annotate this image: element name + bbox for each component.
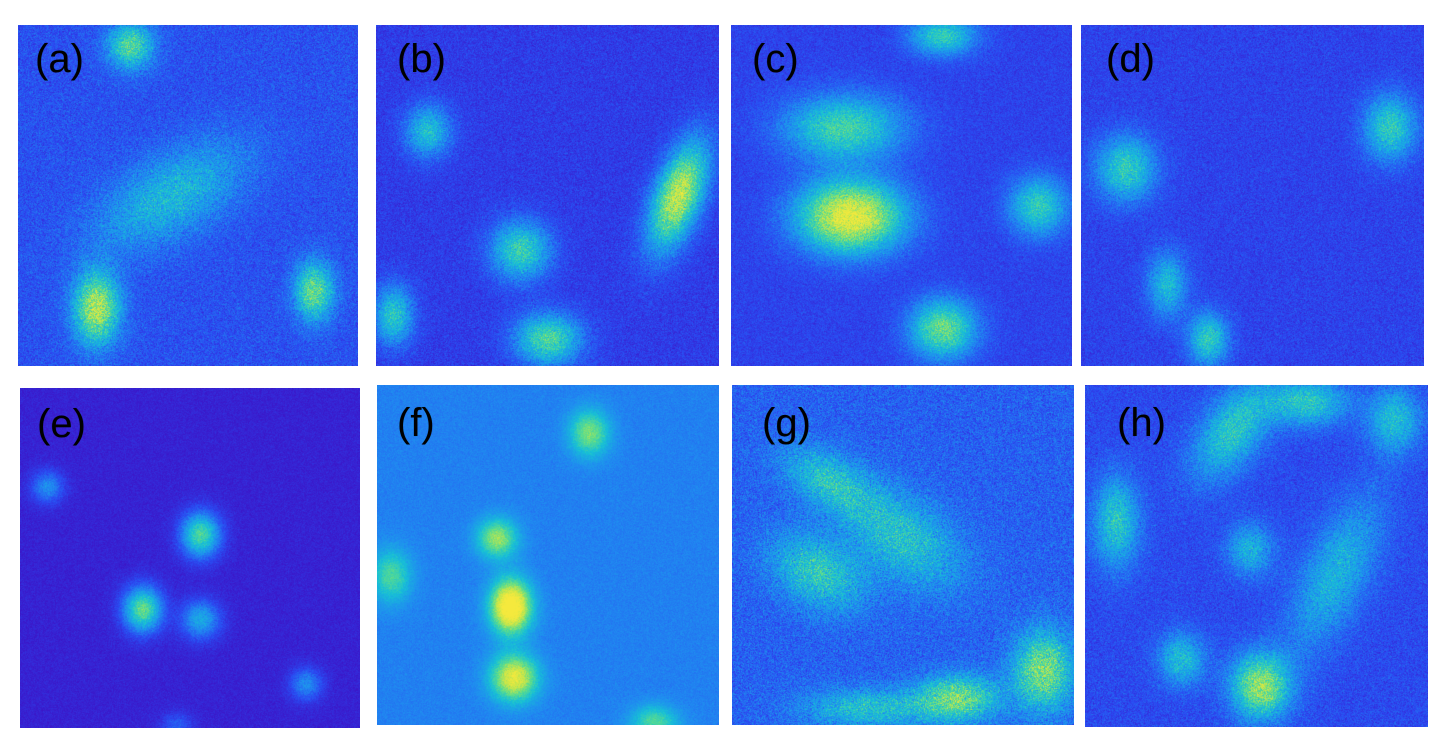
panel-d-image bbox=[1081, 25, 1424, 366]
panel-e-label: (e) bbox=[37, 402, 86, 446]
panel-c-image bbox=[731, 25, 1072, 366]
panel-h-image bbox=[1085, 385, 1428, 727]
panel-h-label: (h) bbox=[1117, 401, 1166, 445]
panel-f: (f) bbox=[377, 385, 719, 725]
panel-b: (b) bbox=[376, 25, 719, 366]
panel-g-label: (g) bbox=[762, 401, 811, 445]
panel-b-label: (b) bbox=[397, 37, 446, 81]
panel-b-image bbox=[376, 25, 719, 366]
panel-a-image bbox=[18, 25, 358, 366]
panel-f-image bbox=[377, 385, 719, 725]
panel-c-label: (c) bbox=[752, 37, 799, 81]
panel-g: (g) bbox=[732, 385, 1074, 725]
panel-f-label: (f) bbox=[397, 401, 435, 445]
panel-g-image bbox=[732, 385, 1074, 725]
panel-e-image bbox=[20, 388, 360, 728]
panel-h: (h) bbox=[1085, 385, 1428, 727]
panel-a-label: (a) bbox=[35, 37, 84, 81]
panel-c: (c) bbox=[731, 25, 1072, 366]
panel-a: (a) bbox=[18, 25, 358, 366]
panel-e: (e) bbox=[20, 388, 360, 728]
panel-d-label: (d) bbox=[1106, 37, 1155, 81]
panel-d: (d) bbox=[1081, 25, 1424, 366]
